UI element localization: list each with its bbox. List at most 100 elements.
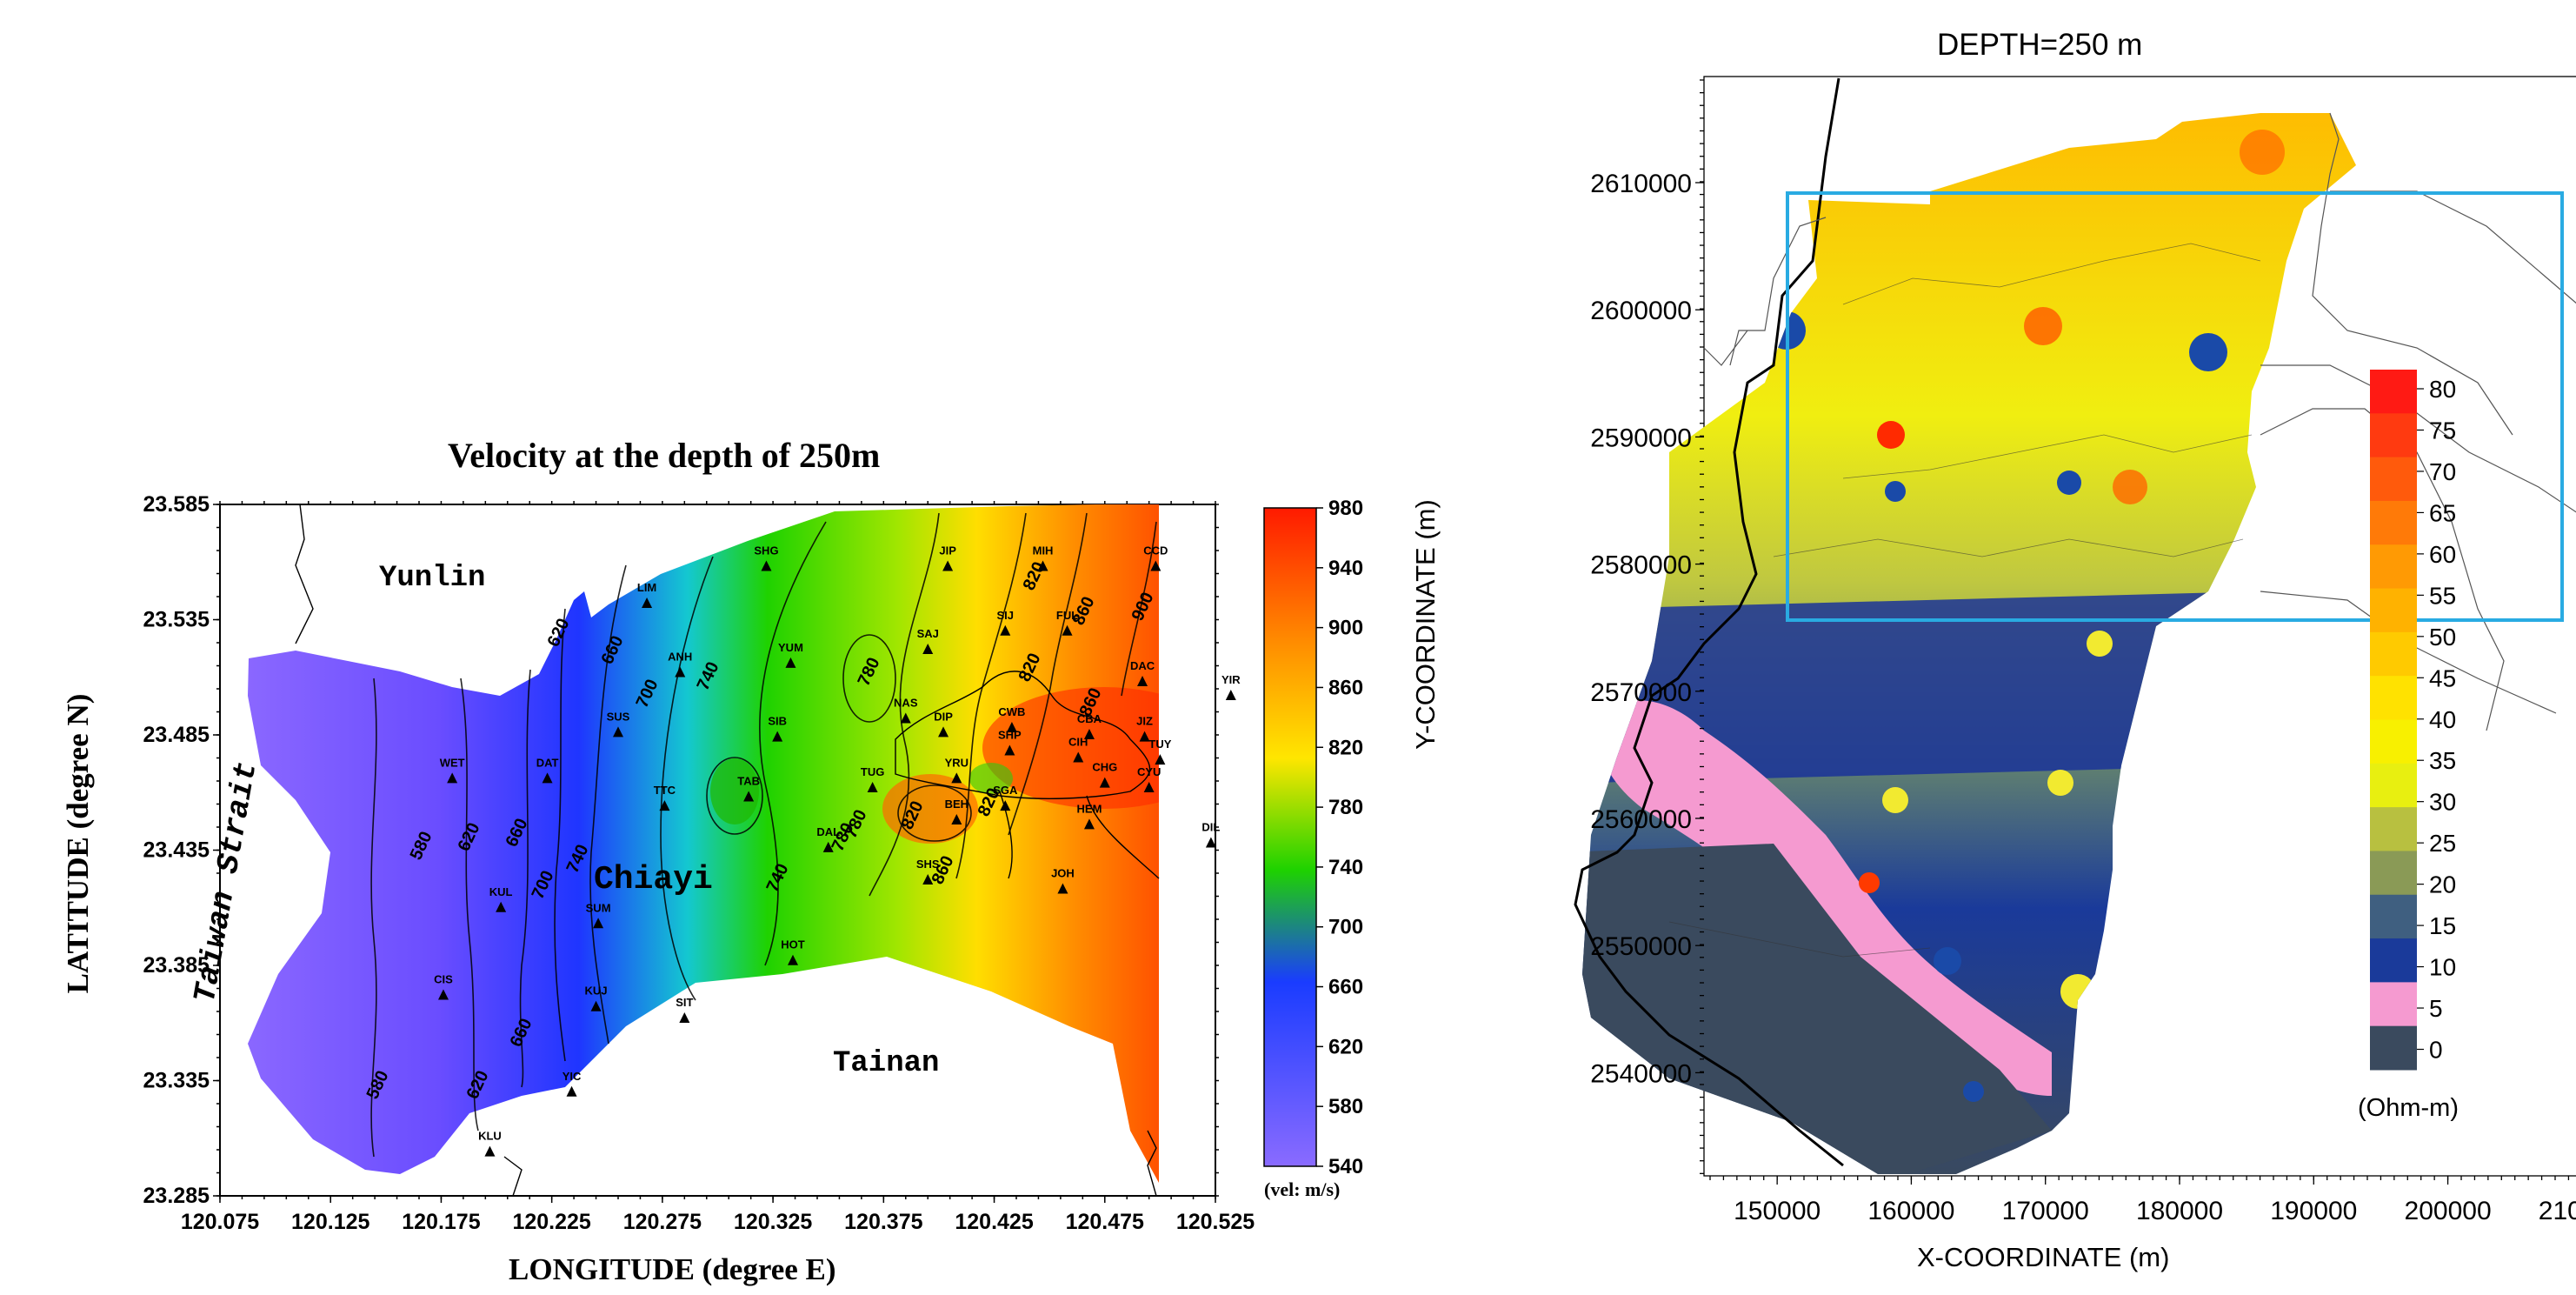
left-x-tick-label: 120.525 [1176, 1210, 1255, 1234]
station-label: SIB [768, 715, 787, 728]
station-marker-icon [679, 1011, 690, 1023]
station-marker-icon [822, 841, 834, 852]
left-y-tick-label: 23.535 [143, 608, 210, 632]
station-marker-icon [761, 560, 772, 571]
velocity-cb-label: 540 [1328, 1155, 1363, 1178]
station-yru: YRU [945, 756, 968, 784]
resistivity-cb-label: 75 [2429, 417, 2456, 444]
station-anh: ANH [668, 650, 692, 678]
station-label: JIP [939, 544, 956, 557]
resistivity-cb-band [2370, 413, 2417, 458]
resistivity-cb-label: 55 [2429, 582, 2456, 609]
station-marker-icon [1139, 731, 1150, 742]
resistivity-cb-label: 50 [2429, 624, 2456, 651]
station-cyu: CYU [1137, 765, 1161, 792]
station-ful: FUL [1056, 609, 1078, 636]
velocity-cb-label: 660 [1328, 976, 1363, 999]
resistivity-cb-label: 45 [2429, 664, 2456, 691]
station-marker-icon [785, 657, 796, 668]
station-label: SIT [676, 996, 693, 1009]
station-yic: YIC [562, 1070, 582, 1097]
right-x-axis-title: X-COORDINATE (m) [1917, 1242, 2170, 1272]
left-y-tick-label: 23.485 [143, 723, 210, 747]
left-x-tick-label: 120.425 [955, 1210, 1033, 1234]
station-shp: SHP [998, 729, 1022, 756]
resistivity-cb-label: 65 [2429, 499, 2456, 526]
station-tug: TUG [861, 765, 884, 792]
station-cba: CBA [1077, 712, 1102, 739]
right-y-tick-label: 2590000 [1590, 424, 1692, 452]
station-marker-icon [447, 772, 458, 784]
station-marker-icon [1000, 624, 1011, 636]
station-marker-icon [900, 712, 911, 724]
station-marker-icon [788, 954, 799, 965]
velocity-cb-label: 860 [1328, 676, 1363, 699]
resistivity-cb-label: 25 [2429, 830, 2456, 857]
station-label: MIH [1033, 544, 1054, 557]
station-yum: YUM [778, 641, 803, 668]
station-label: SUM [586, 901, 611, 914]
station-marker-icon [566, 1085, 577, 1097]
station-kul: KUL [489, 885, 513, 912]
velocity-cb-label: 580 [1328, 1095, 1363, 1118]
left-y-tick-label: 23.385 [143, 953, 210, 978]
station-marker-icon [496, 901, 507, 912]
velocity-cb-label: 940 [1328, 557, 1363, 580]
right-map-title: DEPTH=250 m [1937, 28, 2143, 62]
left-x-tick-label: 120.375 [844, 1210, 922, 1234]
right-x-tick-label: 210000 [2539, 1197, 2576, 1225]
station-marker-icon [659, 800, 670, 811]
station-label: DAL [816, 825, 840, 838]
station-label: CBA [1077, 712, 1102, 725]
right-y-tick-label: 2560000 [1590, 805, 1692, 834]
station-nas: NAS [894, 696, 918, 724]
resistivity-cb-band [2370, 676, 2417, 720]
station-marker-icon [922, 643, 934, 654]
left-x-tick-label: 120.275 [623, 1210, 702, 1234]
station-dat: DAT [536, 756, 559, 784]
left-x-tick-label: 120.225 [512, 1210, 590, 1234]
station-label: DAT [536, 756, 559, 769]
station-sus: SUS [607, 710, 630, 738]
station-jip: JIP [939, 544, 956, 571]
resistivity-cb-band [2370, 370, 2417, 414]
station-sga: SGA [993, 784, 1018, 811]
station-marker-icon [1000, 800, 1011, 811]
station-marker-icon [1006, 722, 1017, 733]
station-ccd: CCD [1143, 544, 1168, 571]
station-dip: DIP [934, 710, 953, 738]
left-y-tick-label: 23.585 [143, 492, 210, 517]
station-label: TUY [1148, 738, 1171, 751]
velocity-cb-label: 900 [1328, 617, 1363, 640]
right-resistivity-map: 150000 160000 170000 180000 190000 200000 2100… [1574, 76, 2576, 1225]
station-label: CWB [998, 705, 1025, 718]
station-yir: YIR [1221, 673, 1241, 700]
station-chg: CHG [1092, 761, 1117, 788]
region-label-tainan: Tainan [833, 1047, 940, 1080]
station-label: CYU [1137, 765, 1161, 778]
station-label: SHP [998, 729, 1022, 742]
station-marker-icon [590, 1000, 602, 1011]
station-marker-icon [484, 1145, 496, 1157]
station-marker-icon [613, 726, 623, 738]
resistivity-cb-band [2370, 457, 2417, 502]
station-marker-icon [1155, 754, 1166, 765]
station-label: CIS [434, 972, 453, 985]
station-marker-icon [1143, 781, 1155, 792]
station-label: SIJ [997, 609, 1015, 622]
station-marker-icon [951, 772, 962, 784]
station-marker-icon [675, 666, 686, 678]
resistivity-cb-label: 15 [2429, 912, 2456, 939]
right-x-tick-label: 180000 [2136, 1197, 2223, 1225]
left-y-axis-title: LATITUDE (degree N) [61, 693, 95, 994]
left-velocity-map: 120.075 120.125 120.175 120.225 120.275 120.3… [143, 492, 1364, 1234]
station-marker-icon [1083, 729, 1095, 739]
velocity-cb-label: 780 [1328, 796, 1363, 819]
right-x-tick-label: 150000 [1734, 1197, 1821, 1225]
station-label: KUJ [585, 985, 608, 998]
resistivity-cb-band [2370, 719, 2417, 764]
station-marker-icon [1150, 560, 1162, 571]
station-cih: CIH [1068, 736, 1088, 763]
station-label: ANH [668, 650, 692, 663]
station-label: YIC [562, 1070, 582, 1083]
